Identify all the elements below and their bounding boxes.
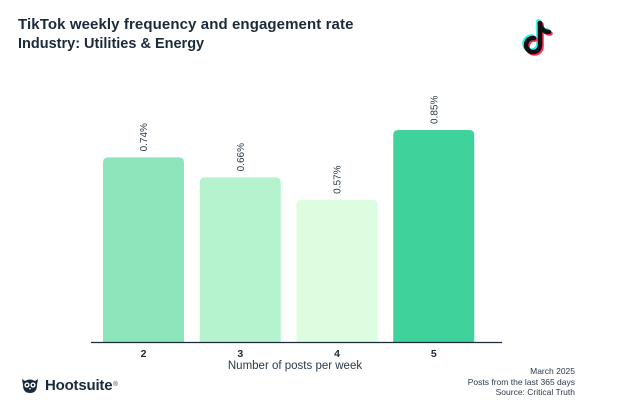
bar-4 (296, 199, 378, 342)
tick-label-5: 5 (431, 348, 437, 360)
footer-source: Source: Critical Truth (495, 387, 575, 397)
brand-name: Hootsuite (45, 376, 113, 394)
x-axis-label: Number of posts per week (227, 360, 363, 372)
value-label-5: 0.85% (429, 96, 440, 124)
value-labels-group: 0.74% 0.66% 0.57% 0.85% (139, 96, 440, 194)
chart-title: TikTok weekly frequency and engagement r… (18, 16, 354, 33)
chart-subtitle: Industry: Utilities & Energy (18, 36, 205, 52)
value-label-3: 0.66% (236, 143, 247, 171)
tick-label-3: 3 (237, 348, 243, 360)
tick-label-2: 2 (141, 348, 147, 360)
tick-labels-group: 2 3 4 5 (141, 348, 437, 360)
bar-5 (393, 130, 475, 342)
bar-2 (103, 157, 184, 342)
bar-3 (199, 177, 281, 342)
footer-notes: March 2025 Posts from the last 365 days … (468, 366, 575, 398)
tick-label-4: 4 (334, 348, 340, 360)
value-label-2: 0.74% (139, 123, 150, 151)
brand-trademark: ® (113, 382, 118, 388)
tiktok-icon (522, 19, 553, 56)
footer-date: March 2025 (530, 366, 575, 376)
brand-logo: Hootsuite ® (20, 376, 118, 394)
owl-icon (22, 379, 38, 393)
bars-group (103, 130, 475, 342)
value-label-4: 0.57% (333, 165, 344, 193)
footer-note: Posts from the last 365 days (467, 376, 575, 387)
